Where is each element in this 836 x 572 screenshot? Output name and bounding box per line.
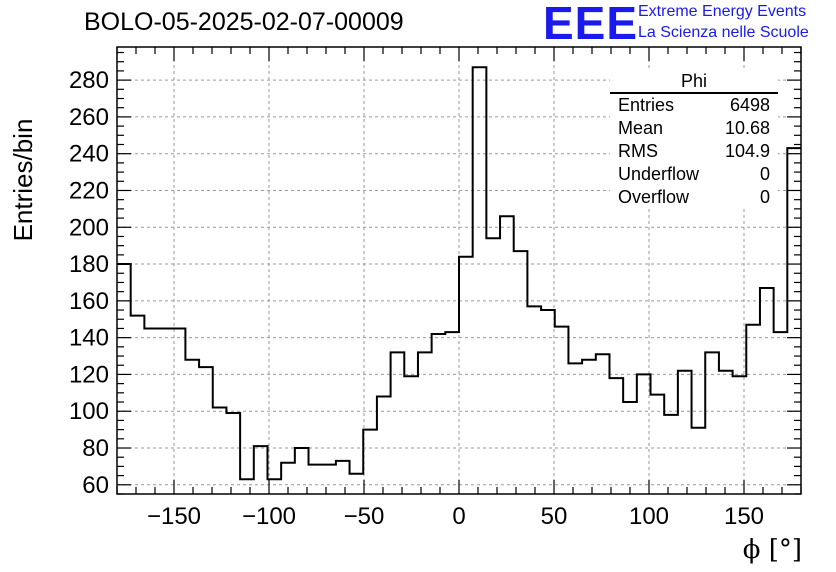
x-tick-label: −100: [242, 503, 296, 530]
x-axis-label: ϕ [°]: [743, 535, 802, 565]
y-tick-label: 180: [69, 251, 109, 278]
stats-row-underflow: Underflow 0: [610, 163, 778, 186]
x-tick-label: 150: [724, 503, 764, 530]
stats-label: Overflow: [618, 187, 690, 207]
y-tick-label: 240: [69, 141, 109, 168]
eee-logo: EEE: [543, 0, 639, 49]
y-tick-label: 140: [69, 325, 109, 352]
y-tick-label: 120: [69, 361, 109, 388]
y-tick-label: 200: [69, 214, 109, 241]
stats-value: 6498: [729, 95, 770, 115]
y-tick-label: 220: [69, 177, 109, 204]
stats-value: 0: [759, 187, 770, 207]
y-tick-label: 280: [69, 67, 109, 94]
stats-label: RMS: [618, 141, 658, 161]
x-tick-label: 0: [452, 503, 465, 530]
stats-label: Mean: [618, 118, 664, 138]
y-tick-label: 260: [69, 104, 109, 131]
y-tick-label: 60: [82, 472, 109, 499]
stats-value: 10.68: [724, 118, 770, 138]
stats-label: Underflow: [618, 164, 700, 184]
stats-row-entries: Entries 6498: [610, 94, 778, 117]
x-tick-label: −50: [344, 503, 385, 530]
axis-ticks: [116, 47, 802, 495]
stats-label: Entries: [618, 95, 675, 115]
y-tick-label: 160: [69, 288, 109, 315]
stats-row-rms: RMS 104.9: [610, 140, 778, 163]
stats-row-mean: Mean 10.68: [610, 117, 778, 140]
x-tick-label: −150: [147, 503, 201, 530]
run-title: BOLO-05-2025-02-07-00009: [84, 8, 404, 36]
x-tick-label: 100: [629, 503, 669, 530]
stats-row-overflow: Overflow 0: [610, 186, 778, 209]
stats-title: Phi: [610, 70, 778, 94]
logo-tagline-2: La Scienza nelle Scuole: [638, 24, 809, 41]
y-axis-label: Entries/bin: [8, 119, 38, 242]
stats-value: 0: [759, 164, 770, 184]
logo-tagline-1: Extreme Energy Events: [638, 3, 807, 20]
x-tick-label: 50: [541, 503, 568, 530]
axis-tick-labels: −150 −100 −50 0 50 100 150 60 80 100 120 140 160 180 2…: [69, 67, 764, 530]
stats-box: Phi Entries 6498 Mean 10.68 RMS 104.9 Un…: [610, 70, 778, 209]
histogram-series: [117, 66, 801, 481]
stats-value: 104.9: [724, 141, 770, 161]
y-tick-label: 80: [82, 435, 109, 462]
y-tick-label: 100: [69, 398, 109, 425]
